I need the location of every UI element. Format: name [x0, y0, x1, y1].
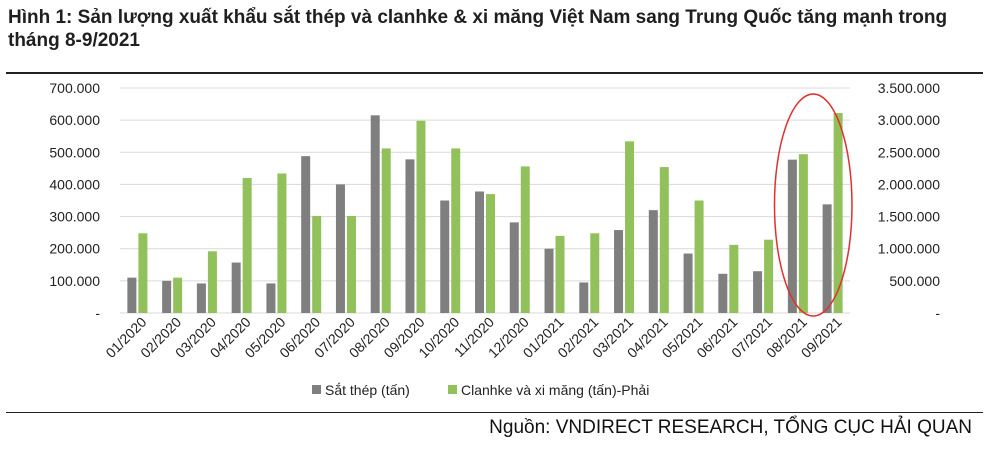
- bar-sat-thep: [231, 262, 241, 313]
- bar-clanhke-xi-mang: [729, 244, 739, 313]
- legend-swatch-series2: [448, 385, 457, 394]
- right-y-tick-label: 2.500.000: [878, 144, 940, 160]
- source-divider: [6, 412, 983, 413]
- legend: Sắt thép (tấn) Clanhke và xi măng (tấn)-…: [312, 382, 649, 398]
- bar-clanhke-xi-mang: [764, 239, 774, 313]
- left-y-tick-label: 200.000: [49, 241, 100, 257]
- left-y-tick-label: 100.000: [49, 273, 100, 289]
- bar-sat-thep: [196, 283, 206, 313]
- bar-sat-thep: [579, 282, 589, 313]
- right-y-tick-label: -: [935, 305, 940, 321]
- highlight-ellipse: [773, 93, 853, 317]
- bars: [127, 113, 843, 314]
- right-y-tick-label: 1.000.000: [878, 241, 940, 257]
- bar-clanhke-xi-mang: [346, 215, 356, 313]
- bar-sat-thep: [683, 253, 693, 313]
- right-y-axis-ticks: - 500.000 1.000.000 1.500.000 2.000.000 2.500…: [878, 80, 941, 321]
- legend-label-series1: Sắt thép (tấn): [325, 382, 410, 398]
- bar-sat-thep: [440, 200, 450, 313]
- bar-sat-thep: [509, 222, 519, 313]
- bar-clanhke-xi-mang: [451, 148, 461, 313]
- bar-sat-thep: [544, 248, 554, 313]
- highlight-ellipse-group: [773, 93, 853, 317]
- title-divider: [6, 72, 983, 74]
- x-axis-tick-labels: 01/202002/202003/202004/202005/202006/20…: [102, 314, 844, 361]
- bar-clanhke-xi-mang: [173, 277, 183, 313]
- bar-sat-thep: [648, 210, 658, 313]
- bar-clanhke-xi-mang: [277, 173, 287, 313]
- bar-clanhke-xi-mang: [659, 167, 669, 313]
- bar-sat-thep: [162, 280, 172, 313]
- bar-sat-thep: [718, 273, 728, 313]
- bar-clanhke-xi-mang: [590, 233, 600, 313]
- left-y-tick-label: 700.000: [49, 80, 100, 96]
- bar-clanhke-xi-mang: [798, 154, 808, 313]
- chart-title: Hình 1: Sản lượng xuất khẩu sắt thép và …: [8, 7, 948, 51]
- bar-sat-thep: [301, 156, 311, 313]
- left-y-axis-ticks: - 100.000 200.000 300.000 400.000 500.000 600.…: [49, 80, 100, 321]
- legend-swatch-series1: [312, 385, 321, 394]
- bar-clanhke-xi-mang: [833, 113, 843, 313]
- bar-clanhke-xi-mang: [625, 141, 635, 313]
- bar-sat-thep: [335, 184, 345, 313]
- left-y-tick-label: 300.000: [49, 209, 100, 225]
- bar-clanhke-xi-mang: [312, 215, 322, 313]
- bar-clanhke-xi-mang: [694, 200, 704, 313]
- right-y-tick-label: 2.000.000: [878, 176, 940, 192]
- bar-clanhke-xi-mang: [242, 178, 252, 313]
- bar-sat-thep: [370, 115, 380, 313]
- right-y-tick-label: 3.000.000: [878, 112, 940, 128]
- bar-sat-thep: [614, 230, 624, 313]
- bar-clanhke-xi-mang: [207, 251, 217, 313]
- bar-sat-thep: [405, 159, 415, 313]
- legend-label-series2: Clanhke và xi măng (tấn)-Phải: [461, 382, 649, 398]
- source-note: Nguồn: VNDIRECT RESEARCH, TỔNG CỤC HẢI Q…: [489, 417, 972, 438]
- bar-clanhke-xi-mang: [381, 148, 391, 313]
- left-y-tick-label: 600.000: [49, 112, 100, 128]
- bar-clanhke-xi-mang: [486, 194, 495, 313]
- bar-sat-thep: [266, 283, 276, 313]
- bar-sat-thep: [787, 159, 797, 313]
- right-y-tick-label: 1.500.000: [878, 209, 940, 225]
- bar-sat-thep: [753, 271, 763, 313]
- left-y-tick-label: 400.000: [49, 176, 100, 192]
- gridlines: [120, 87, 850, 314]
- bar-clanhke-xi-mang: [416, 120, 426, 314]
- bar-clanhke-xi-mang: [555, 235, 565, 313]
- bar-clanhke-xi-mang: [520, 166, 530, 313]
- bar-sat-thep: [475, 191, 484, 313]
- bar-clanhke-xi-mang: [138, 233, 148, 313]
- right-y-tick-label: 3.500.000: [878, 80, 940, 96]
- right-y-tick-label: 500.000: [889, 273, 940, 289]
- bar-sat-thep: [127, 277, 137, 313]
- bar-sat-thep: [822, 204, 832, 313]
- left-y-tick-label: 500.000: [49, 144, 100, 160]
- left-y-tick-label: -: [95, 305, 100, 321]
